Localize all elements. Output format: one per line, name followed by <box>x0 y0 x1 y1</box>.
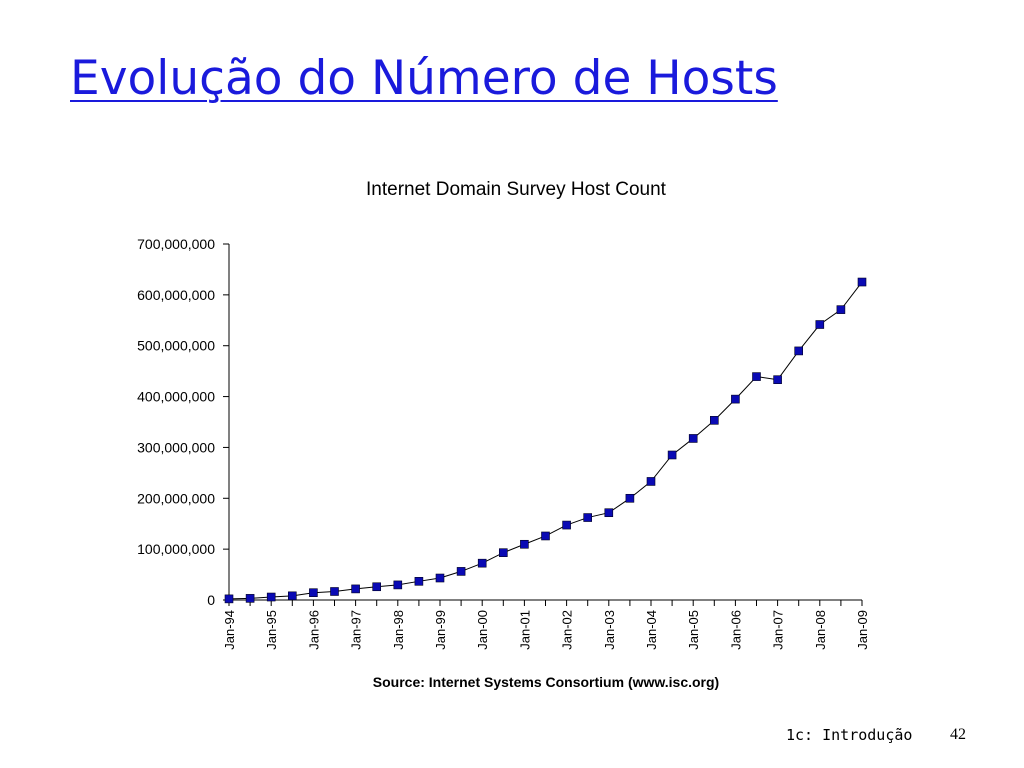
x-tick-label: Jan-01 <box>517 610 532 650</box>
data-point <box>287 591 297 601</box>
data-point <box>414 577 424 586</box>
data-point <box>583 513 593 522</box>
data-point <box>562 520 571 530</box>
data-point <box>773 375 782 384</box>
data-point <box>836 305 846 314</box>
series-line <box>228 281 863 600</box>
y-tick-label: 700,000,000 <box>137 236 215 252</box>
x-tick-label: Jan-94 <box>222 610 237 650</box>
data-point <box>224 594 234 604</box>
x-tick-label: Jan-98 <box>391 610 406 650</box>
x-tick-label: Jan-04 <box>644 610 659 650</box>
data-point <box>646 477 656 486</box>
x-tick-label: Jan-97 <box>349 610 364 650</box>
data-point <box>541 531 550 541</box>
y-tick-label: 100,000,000 <box>137 541 215 557</box>
data-point <box>752 372 761 381</box>
data-point <box>309 588 318 598</box>
data-point <box>351 584 360 594</box>
data-point <box>393 580 403 590</box>
page-number: 42 <box>950 726 966 743</box>
x-tick-label: Jan-06 <box>728 610 743 650</box>
data-point <box>520 539 529 549</box>
footer-label: 1c: Introdução <box>786 726 913 744</box>
y-tick-label: 300,000,000 <box>137 439 215 455</box>
data-point <box>709 416 719 425</box>
y-tick-label: 0 <box>207 592 215 608</box>
data-point <box>372 582 382 592</box>
chart-title: Internet Domain Survey Host Count <box>366 179 667 200</box>
x-tick-label: Jan-05 <box>686 610 701 650</box>
x-tick-label: Jan-95 <box>264 610 279 650</box>
x-tick-label: Jan-08 <box>813 610 828 650</box>
x-tick-label: Jan-96 <box>306 610 321 650</box>
x-tick-label: Jan-07 <box>771 610 786 650</box>
data-point <box>794 346 804 356</box>
x-tick-label: Jan-09 <box>855 610 870 650</box>
y-tick-label: 600,000,000 <box>137 287 215 303</box>
data-point <box>266 592 276 602</box>
data-point <box>604 508 614 518</box>
data-point <box>245 594 255 603</box>
data-point <box>688 434 698 443</box>
y-tick-label: 400,000,000 <box>137 389 215 405</box>
x-tick-label: Jan-99 <box>433 610 448 650</box>
data-point <box>667 450 677 460</box>
data-point <box>456 567 466 576</box>
x-tick-label: Jan-02 <box>560 610 575 650</box>
data-point <box>498 548 508 557</box>
data-point <box>330 587 339 596</box>
data-point <box>731 394 740 404</box>
data-point <box>857 277 867 287</box>
slide-title: Evolução do Número de Hosts <box>70 51 778 106</box>
data-point <box>477 558 487 568</box>
x-tick-label: Jan-00 <box>475 610 490 650</box>
data-point <box>435 573 445 583</box>
y-tick-label: 200,000,000 <box>137 490 215 506</box>
chart-source: Source: Internet Systems Consortium (www… <box>373 674 719 690</box>
y-tick-label: 500,000,000 <box>137 338 215 354</box>
x-tick-label: Jan-03 <box>602 610 617 650</box>
data-point <box>625 493 635 503</box>
data-point <box>815 320 825 329</box>
